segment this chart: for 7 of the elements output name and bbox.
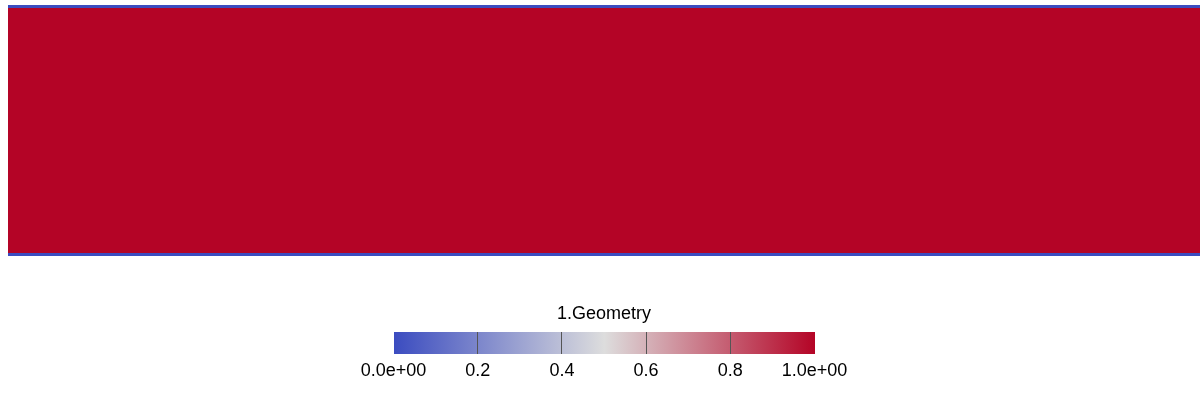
color-bar-label: 1.0e+00 — [781, 360, 848, 381]
color-bar-label: 0.6 — [633, 360, 659, 381]
color-bar-label: 0.0e+00 — [360, 360, 427, 381]
color-bar-label: 0.2 — [465, 360, 491, 381]
color-bar-label: 0.4 — [549, 360, 575, 381]
color-bar-label: 0.8 — [717, 360, 743, 381]
color-bar-title: 1.Geometry — [556, 302, 652, 323]
